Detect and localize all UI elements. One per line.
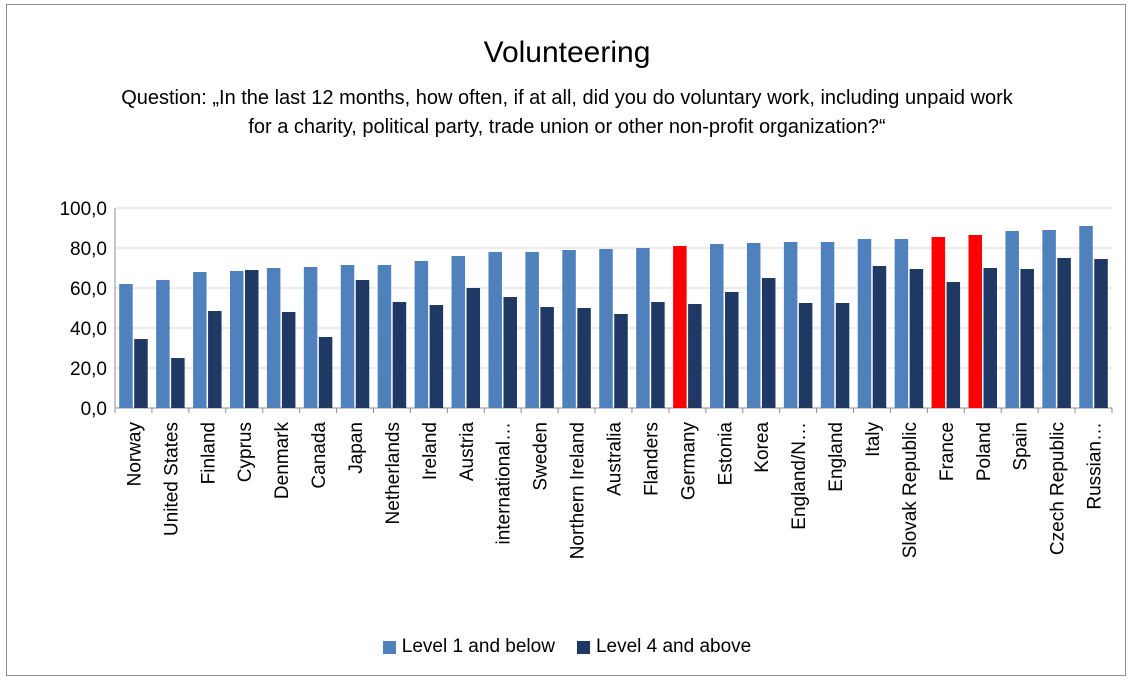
x-category-label: Germany bbox=[678, 422, 699, 501]
bar-level4 bbox=[208, 311, 222, 408]
x-category-label: Northern Ireland bbox=[568, 422, 589, 559]
bar-level1 bbox=[894, 239, 909, 408]
x-category-label: international… bbox=[494, 422, 515, 545]
bar-level4 bbox=[835, 303, 850, 408]
bar-level1 bbox=[1005, 231, 1019, 408]
x-category-label: England/N… bbox=[789, 422, 810, 530]
x-category-label: United States bbox=[161, 422, 182, 536]
bar-level4 bbox=[540, 307, 554, 408]
bar-level1 bbox=[488, 252, 502, 408]
bar-level4 bbox=[725, 292, 739, 408]
bar-level4 bbox=[1020, 269, 1034, 408]
x-category-label: Denmark bbox=[272, 422, 293, 500]
x-category-label: France bbox=[937, 422, 958, 481]
bar-level1 bbox=[931, 237, 946, 408]
x-category-label: England bbox=[826, 422, 847, 492]
bar-level4 bbox=[355, 280, 370, 408]
y-tick-label: 0,0 bbox=[81, 399, 107, 420]
x-category-label: Italy bbox=[863, 422, 884, 457]
bar-level1 bbox=[857, 239, 872, 408]
x-category-label: Russian… bbox=[1085, 422, 1106, 510]
bar-level4 bbox=[318, 337, 333, 408]
bar-level1 bbox=[820, 242, 835, 408]
bar-level4 bbox=[429, 305, 444, 408]
bar-level1 bbox=[746, 243, 761, 408]
y-tick-label: 40,0 bbox=[70, 319, 107, 340]
x-category-label: Estonia bbox=[715, 422, 736, 486]
x-category-label: Ireland bbox=[420, 422, 441, 480]
bar-level1 bbox=[414, 261, 429, 408]
bar-level1 bbox=[451, 256, 466, 408]
y-tick-label: 80,0 bbox=[70, 239, 107, 260]
legend-label-level1: Level 1 and below bbox=[401, 636, 555, 657]
bar-level1 bbox=[636, 248, 650, 408]
bar-level1 bbox=[156, 280, 170, 408]
bar-level1 bbox=[229, 271, 244, 408]
bar-level4 bbox=[503, 297, 517, 408]
chart-subtitle: Question: „In the last 12 months, how of… bbox=[121, 87, 1013, 138]
x-category-label: Flanders bbox=[641, 422, 662, 496]
legend-swatch-level4 bbox=[576, 640, 590, 654]
bar-level4 bbox=[798, 303, 813, 408]
bar-level1 bbox=[119, 284, 133, 408]
y-tick-label: 60,0 bbox=[70, 279, 107, 300]
bar-level4 bbox=[909, 269, 924, 408]
bar-level4 bbox=[244, 270, 259, 408]
bar-level4 bbox=[1094, 259, 1108, 408]
x-category-label: Austria bbox=[457, 422, 478, 482]
x-category-label: Japan bbox=[346, 422, 367, 474]
bar-level1 bbox=[968, 235, 983, 408]
x-category-label: Norway bbox=[124, 422, 145, 487]
legend-item-level1: Level 1 and below bbox=[382, 636, 555, 658]
bar-level1 bbox=[525, 252, 539, 408]
legend: Level 1 and below Level 4 and above bbox=[0, 636, 1134, 658]
x-category-label: Czech Republic bbox=[1048, 422, 1069, 555]
x-category-label: Canada bbox=[309, 422, 330, 489]
bar-level1 bbox=[562, 250, 576, 408]
bar-level1 bbox=[340, 265, 355, 408]
bar-level1 bbox=[599, 249, 613, 408]
bar-level4 bbox=[872, 266, 887, 408]
bar-level4 bbox=[614, 314, 628, 408]
x-category-label: Netherlands bbox=[383, 422, 404, 524]
x-category-label: Finland bbox=[198, 422, 219, 484]
x-category-label: Australia bbox=[605, 422, 626, 496]
bar-level4 bbox=[577, 308, 591, 408]
bar-level1 bbox=[710, 244, 724, 408]
y-tick-label: 20,0 bbox=[70, 359, 107, 380]
legend-swatch-level1 bbox=[382, 640, 396, 654]
x-category-label: Sweden bbox=[531, 422, 552, 491]
bar-level4 bbox=[651, 302, 665, 408]
bar-level4 bbox=[466, 288, 481, 408]
bar-level1 bbox=[377, 265, 392, 408]
chart-title: Volunteering bbox=[483, 36, 651, 69]
bar-level4 bbox=[1057, 258, 1071, 408]
bar-level4 bbox=[688, 304, 702, 408]
x-category-label: Spain bbox=[1011, 422, 1032, 471]
bar-level1 bbox=[266, 268, 281, 408]
bar-level1 bbox=[1042, 230, 1056, 408]
bar-level4 bbox=[281, 312, 296, 408]
bar-level1 bbox=[193, 272, 207, 408]
x-category-label: Cyprus bbox=[235, 422, 256, 482]
bar-level4 bbox=[761, 278, 776, 408]
y-tick-label: 100,0 bbox=[59, 199, 107, 220]
bar-level1 bbox=[1079, 226, 1093, 408]
bar-level4 bbox=[392, 302, 407, 408]
legend-item-level4: Level 4 and above bbox=[576, 636, 752, 658]
bar-level4 bbox=[946, 282, 961, 408]
bar-level4 bbox=[171, 358, 185, 408]
bar-level4 bbox=[134, 339, 148, 408]
legend-label-level4: Level 4 and above bbox=[595, 636, 752, 657]
bar-level1 bbox=[673, 246, 687, 408]
bar-level1 bbox=[783, 242, 798, 408]
bar-level4 bbox=[983, 268, 998, 408]
x-category-label: Korea bbox=[752, 422, 773, 473]
x-category-label: Slovak Republic bbox=[900, 422, 921, 558]
bar-level1 bbox=[303, 267, 318, 408]
x-category-label: Poland bbox=[974, 422, 995, 481]
